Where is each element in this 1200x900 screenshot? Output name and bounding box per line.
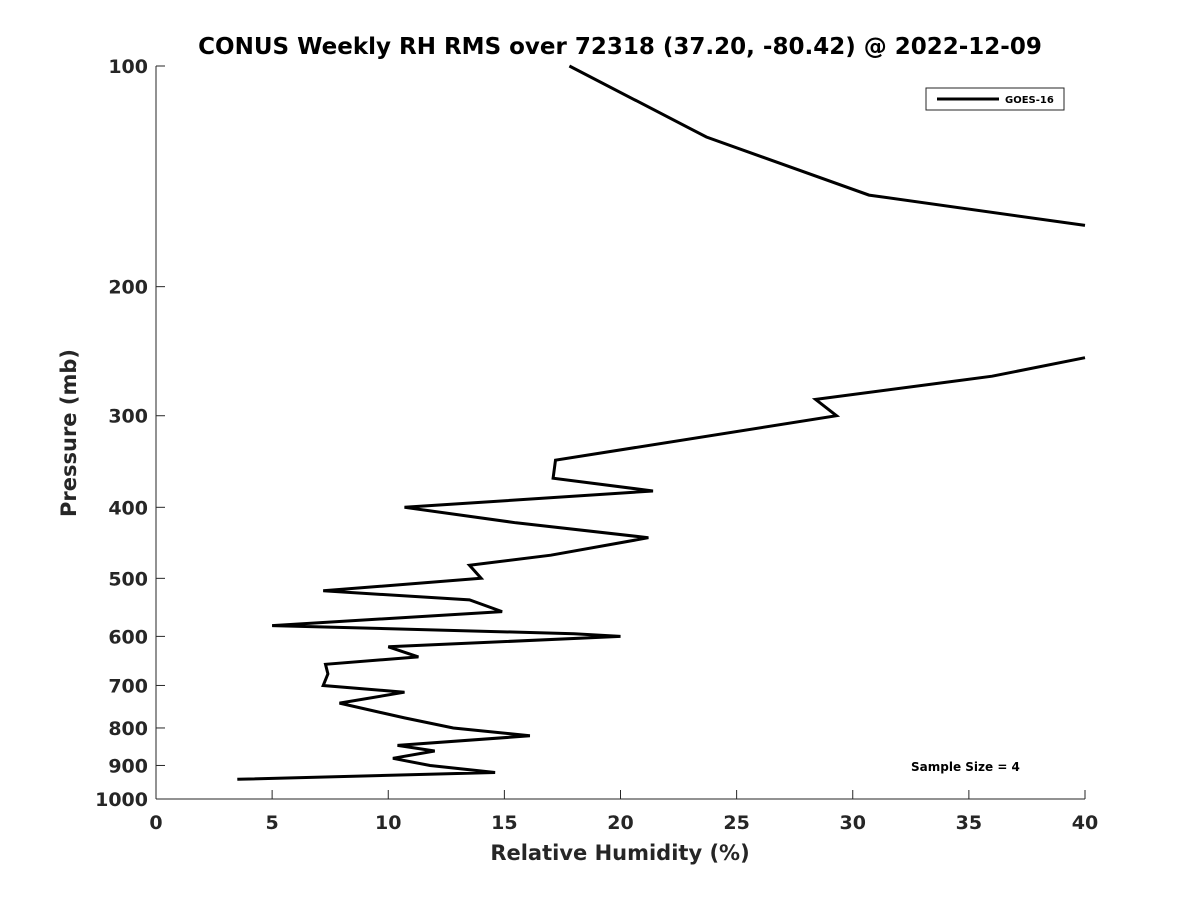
x-tick-label: 5 <box>266 812 279 834</box>
y-axis-label: Pressure (mb) <box>57 349 81 517</box>
y-tick-label: 300 <box>108 406 148 428</box>
x-axis-label: Relative Humidity (%) <box>490 841 749 865</box>
y-tick-label: 1000 <box>95 789 148 811</box>
x-tick-label: 0 <box>149 812 162 834</box>
y-tick-label: 100 <box>108 56 148 78</box>
x-tick-label: 25 <box>723 812 749 834</box>
y-tick-label: 600 <box>108 626 148 648</box>
x-tick-label: 30 <box>840 812 866 834</box>
y-tick-label: 900 <box>108 755 148 777</box>
y-tick-label: 700 <box>108 675 148 697</box>
y-tick-label: 800 <box>108 718 148 740</box>
y-tick-label: 500 <box>108 568 148 590</box>
x-tick-label: 35 <box>956 812 982 834</box>
legend-label: GOES-16 <box>1005 95 1054 106</box>
y-tick-group: 100 200 300 400 500 600 700 800 900 1000 <box>95 56 165 811</box>
y-tick-label: 400 <box>108 497 148 519</box>
x-tick-label: 40 <box>1072 812 1098 834</box>
series-lines <box>237 64 1086 781</box>
chart-title: CONUS Weekly RH RMS over 72318 (37.20, -… <box>198 34 1042 60</box>
legend: GOES-16 <box>925 87 1065 111</box>
x-tick-group: 0 5 10 15 20 25 30 35 40 <box>149 790 1098 834</box>
x-tick-label: 10 <box>375 812 401 834</box>
series-line-segment <box>237 356 1086 781</box>
y-tick-label: 200 <box>108 277 148 299</box>
x-tick-label: 15 <box>491 812 517 834</box>
sample-size-annotation: Sample Size = 4 <box>911 760 1020 774</box>
series-line-segment <box>568 64 1086 227</box>
x-tick-label: 20 <box>607 812 633 834</box>
